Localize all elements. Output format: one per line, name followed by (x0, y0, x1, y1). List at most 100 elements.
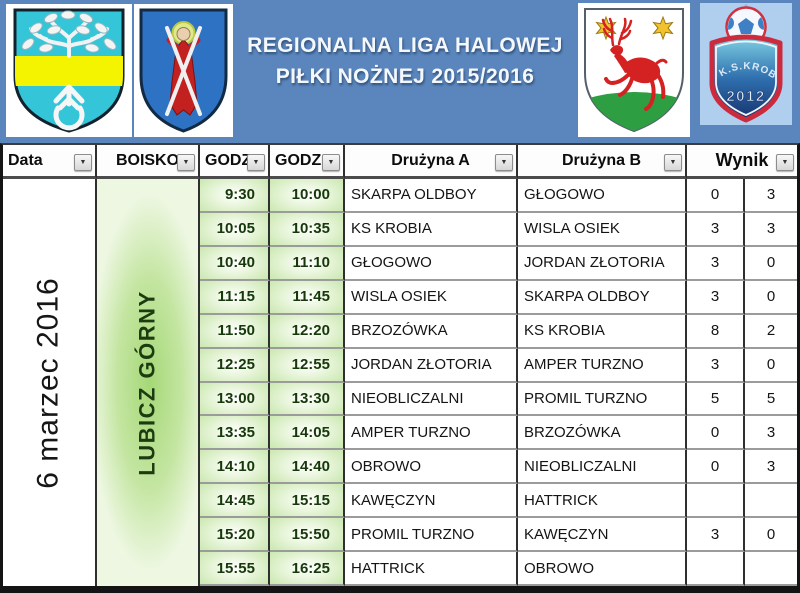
score-b-cell: 2 (745, 315, 797, 349)
saint-andrew-coat-of-arms (134, 4, 233, 137)
team-b-cell: JORDAN ZŁOTORIA (518, 246, 687, 281)
column-header-team-a: Drużyna A ▼ (345, 145, 518, 179)
match-end-time-cell: 14:40 (270, 450, 345, 485)
match-start-time-cell: 15:55 (200, 552, 270, 586)
chevron-down-icon: ▼ (500, 159, 508, 166)
page-title: REGIONALNA LIGA HALOWEJ PIŁKI NOŻNEJ 201… (233, 30, 577, 92)
column-header-godz-start-label: GODZ (205, 151, 252, 169)
boisko-filter-button[interactable]: ▼ (177, 154, 195, 171)
score-a-cell (687, 552, 745, 586)
score-b-cell: 3 (745, 450, 797, 485)
team-a-cell: JORDAN ZŁOTORIA (345, 348, 518, 383)
match-end-time-cell: 15:15 (270, 484, 345, 519)
title-line-2: PIŁKI NOŻNEJ 2015/2016 (275, 65, 535, 88)
score-b-cell: 3 (745, 416, 797, 451)
score-b-cell: 3 (745, 213, 797, 247)
score-a-cell: 3 (687, 280, 745, 315)
match-start-time-cell: 13:35 (200, 416, 270, 451)
team-a-cell: KAWĘCZYN (345, 484, 518, 519)
match-end-time-cell: 13:30 (270, 382, 345, 417)
chevron-down-icon: ▼ (252, 159, 260, 166)
wynik-filter-button[interactable]: ▼ (776, 154, 794, 171)
chevron-down-icon: ▼ (182, 159, 190, 166)
match-end-time-cell: 10:35 (270, 212, 345, 247)
column-header-boisko: BOISKO ▼ (97, 145, 200, 179)
team-a-cell: HATTRICK (345, 552, 518, 586)
team-b-cell: KS KROBIA (518, 314, 687, 349)
score-a-cell: 8 (687, 314, 745, 349)
score-a-cell: 3 (687, 212, 745, 247)
venue-label: LUBICZ GÓRNY (134, 289, 160, 476)
match-end-time-cell: 12:55 (270, 348, 345, 383)
tree-arrow-shield-icon (13, 8, 125, 133)
godz-start-filter-button[interactable]: ▼ (247, 154, 265, 171)
venue-cell: LUBICZ GÓRNY (97, 179, 200, 586)
team-a-cell: SKARPA OLDBOY (345, 179, 518, 213)
match-end-time-cell: 14:05 (270, 416, 345, 451)
match-start-time-cell: 10:40 (200, 246, 270, 281)
match-start-time-cell: 12:25 (200, 348, 270, 383)
godz-end-filter-button[interactable]: ▼ (322, 154, 340, 171)
title-line-1: REGIONALNA LIGA HALOWEJ (247, 34, 563, 57)
team-b-cell: BRZOZÓWKA (518, 416, 687, 451)
match-date-cell: 6 marzec 2016 (3, 179, 97, 586)
column-header-team-a-label: Drużyna A (391, 151, 470, 169)
column-header-godz-end-label: GODZ (275, 151, 322, 169)
team-b-cell: AMPER TURZNO (518, 348, 687, 383)
score-b-cell (745, 484, 797, 519)
team-b-cell: SKARPA OLDBOY (518, 280, 687, 315)
score-a-cell: 3 (687, 518, 745, 553)
team-a-cell: AMPER TURZNO (345, 416, 518, 451)
column-header-wynik-label: Wynik (715, 150, 769, 170)
match-start-time-cell: 14:45 (200, 484, 270, 519)
crest-year: 2012 (726, 88, 765, 105)
team-b-cell: NIEOBLICZALNI (518, 450, 687, 485)
chevron-down-icon: ▼ (781, 159, 789, 166)
team-a-cell: NIEOBLICZALNI (345, 382, 518, 417)
team-a-cell: GŁOGOWO (345, 246, 518, 281)
match-date-label: 6 marzec 2016 (32, 276, 66, 489)
match-end-time-cell: 11:10 (270, 246, 345, 281)
match-start-time-cell: 14:10 (200, 450, 270, 485)
score-b-cell: 0 (745, 349, 797, 383)
match-start-time-cell: 15:20 (200, 518, 270, 553)
match-end-time-cell: 10:00 (270, 179, 345, 213)
column-header-wynik: Wynik ▼ (687, 145, 797, 179)
match-end-time-cell: 11:45 (270, 280, 345, 315)
lubicz-coat-of-arms (6, 4, 132, 137)
column-header-data: Data ▼ (3, 145, 97, 179)
chevron-down-icon: ▼ (79, 159, 87, 166)
match-start-time-cell: 11:50 (200, 314, 270, 349)
score-b-cell: 3 (745, 179, 797, 213)
score-a-cell: 3 (687, 246, 745, 281)
team-b-cell: OBROWO (518, 552, 687, 586)
match-end-time-cell: 15:50 (270, 518, 345, 553)
team-b-cell: KAWĘCZYN (518, 518, 687, 553)
column-header-godz-start: GODZ ▼ (200, 145, 270, 179)
team-a-cell: KS KROBIA (345, 212, 518, 247)
club-crest-icon: K.S.KROBIA 2012 (700, 3, 783, 123)
match-start-time-cell: 9:30 (200, 179, 270, 213)
data-filter-button[interactable]: ▼ (74, 154, 92, 171)
score-a-cell: 3 (687, 348, 745, 383)
score-a-cell: 5 (687, 382, 745, 417)
saint-shield-icon (139, 8, 228, 133)
ks-krobia-crest: K.S.KROBIA 2012 (700, 3, 792, 125)
team-b-cell: GŁOGOWO (518, 179, 687, 213)
match-end-time-cell: 16:25 (270, 552, 345, 586)
team-a-cell: OBROWO (345, 450, 518, 485)
deer-coat-of-arms (578, 3, 690, 137)
team-b-filter-button[interactable]: ▼ (664, 154, 682, 171)
score-b-cell: 0 (745, 247, 797, 281)
match-end-time-cell: 12:20 (270, 314, 345, 349)
match-start-time-cell: 13:00 (200, 382, 270, 417)
score-b-cell: 0 (745, 281, 797, 315)
team-a-cell: PROMIL TURZNO (345, 518, 518, 553)
column-header-boisko-label: BOISKO (115, 151, 180, 169)
chevron-down-icon: ▼ (669, 159, 677, 166)
score-a-cell (687, 484, 745, 519)
column-header-team-b-label: Drużyna B (561, 151, 642, 169)
score-a-cell: 0 (687, 416, 745, 451)
team-b-cell: HATTRICK (518, 484, 687, 519)
team-a-filter-button[interactable]: ▼ (495, 154, 513, 171)
